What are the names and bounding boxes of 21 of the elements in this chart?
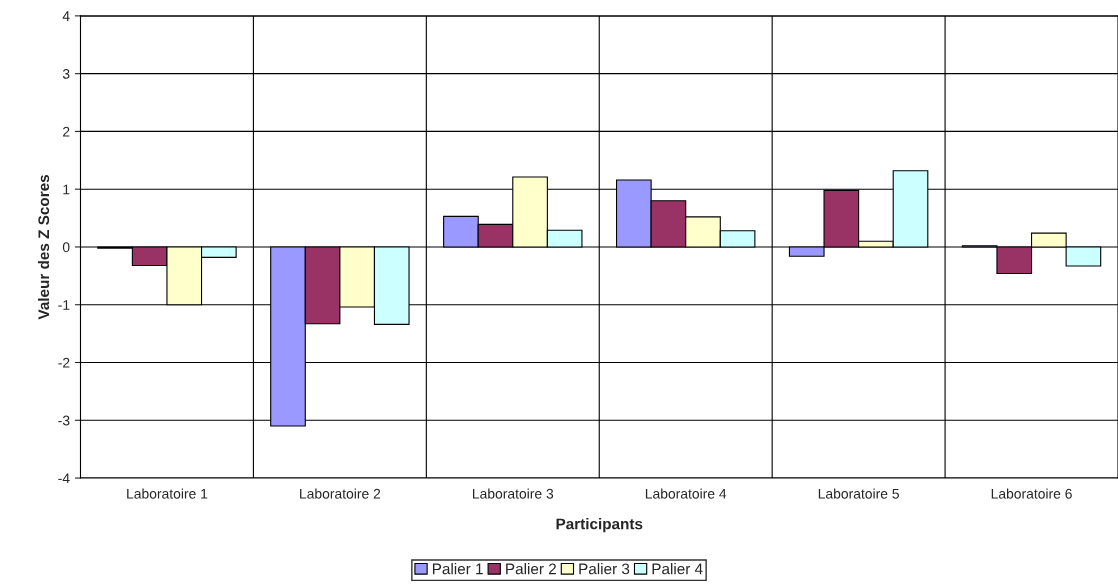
y-tick-label: 2	[63, 126, 70, 137]
legend-label: Palier 1	[432, 563, 483, 575]
y-tick-label: -4	[58, 473, 70, 484]
x-tick-label: Laboratoire 3	[473, 488, 554, 499]
x-tick-label: Laboratoire 6	[991, 488, 1072, 499]
y-tick-label: 4	[62, 11, 70, 21]
y-tick-label: -3	[58, 415, 70, 426]
y-tick-label: 0	[62, 242, 70, 253]
legend-label: Palier 4	[652, 563, 703, 575]
x-tick-label: Laboratoire 4	[645, 488, 727, 499]
x-tick-label: Laboratoire 2	[300, 488, 381, 499]
legend-label: Palier 2	[506, 563, 556, 575]
legend-label: Palier 3	[579, 563, 630, 575]
y-tick-label: -1	[58, 300, 70, 310]
y-axis-title: Valeur des Z Scores	[37, 174, 50, 320]
y-tick-label: 1	[63, 184, 70, 195]
x-tick-label: Laboratoire 1	[127, 488, 208, 499]
y-tick-label: -2	[58, 357, 70, 368]
x-tick-label: Laboratoire 5	[818, 488, 899, 499]
x-axis-title: Participants	[556, 518, 643, 533]
y-tick-label: 3	[62, 68, 70, 79]
